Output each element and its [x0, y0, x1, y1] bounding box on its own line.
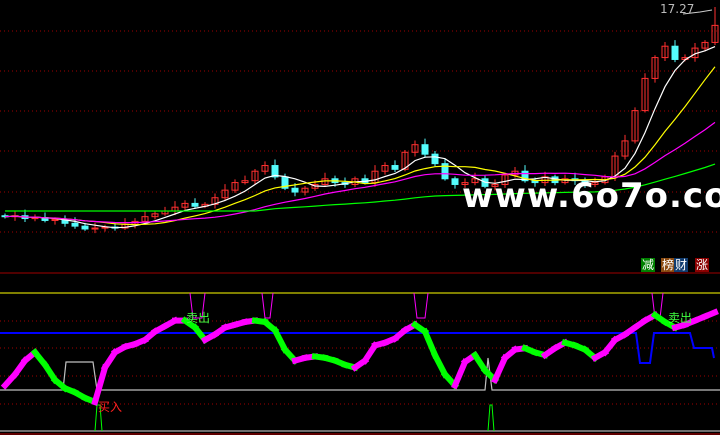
max-price-value: 17.27 [660, 2, 695, 16]
legend-tag-jian[interactable]: 减 [641, 258, 656, 272]
candle-up [501, 174, 509, 185]
max-price-label: 17.27 [660, 2, 694, 16]
candle-up [381, 165, 389, 172]
candle-down [451, 178, 459, 185]
candle-down [391, 165, 399, 170]
legend-tag-bang[interactable]: 榜 [661, 258, 676, 272]
indicator-falling-segment [270, 326, 290, 354]
candle-up [461, 182, 469, 185]
candle-down [431, 153, 439, 165]
candle-up [701, 41, 709, 49]
max-price-arrow [682, 9, 713, 15]
candle-down [71, 222, 79, 227]
candle-up [91, 227, 99, 230]
indicator-rising-segment [491, 353, 509, 384]
buy-signal-label: 买入 [98, 400, 123, 414]
candle-down [421, 144, 429, 155]
candle-up [471, 178, 479, 184]
candle-up [621, 140, 629, 157]
candle-up [301, 187, 309, 193]
sell-signal-label: 卖出 [668, 311, 693, 325]
sell-signal-label: 卖出 [186, 311, 211, 325]
candle-up [261, 165, 269, 172]
candle-up [51, 219, 59, 222]
candle-up [231, 182, 239, 191]
sell-signal-spike [189, 292, 206, 319]
candle-up [491, 183, 499, 187]
candle-down [81, 225, 89, 230]
ma20-line [4, 121, 716, 224]
candle-up [651, 57, 659, 79]
ma10-line [4, 66, 716, 226]
indicator-rising-segment [451, 358, 469, 390]
candle-up [181, 202, 189, 208]
candle-down [441, 163, 449, 180]
candle-down [521, 170, 529, 182]
candle-down [271, 165, 279, 178]
watermark: www.6o7o.com [462, 176, 720, 216]
candle-up [241, 180, 249, 184]
indicator-rising-segment [91, 363, 109, 406]
candle-down [671, 45, 679, 60]
sell-signal-spike [413, 292, 429, 319]
candle-up [411, 144, 419, 153]
ma60-line [5, 163, 716, 212]
mid-level-line [0, 332, 715, 364]
candle-down [191, 202, 199, 207]
candle-down [291, 187, 299, 193]
sell-signal-spike [261, 292, 274, 319]
candle-up [631, 110, 639, 142]
candle-up [711, 24, 719, 43]
price-chart[interactable] [0, 0, 720, 275]
candle-up [141, 216, 149, 222]
candle-up [661, 45, 669, 59]
ma5-line [4, 46, 716, 229]
buy-signal-spike [487, 404, 495, 432]
candle-up [151, 213, 159, 218]
legend-tag-zhang[interactable]: 涨 [695, 258, 710, 272]
candle-up [591, 182, 599, 185]
candle-up [641, 77, 649, 112]
candle-up [221, 189, 229, 199]
candle-up [251, 170, 259, 182]
candle-up [401, 151, 409, 170]
indicator-rising-segment [701, 308, 719, 321]
indicator-falling-segment [421, 327, 439, 360]
buy-signal-spike [94, 404, 103, 432]
indicator-falling-segment [430, 351, 450, 379]
legend-tag-cai[interactable]: 财 [674, 258, 689, 272]
